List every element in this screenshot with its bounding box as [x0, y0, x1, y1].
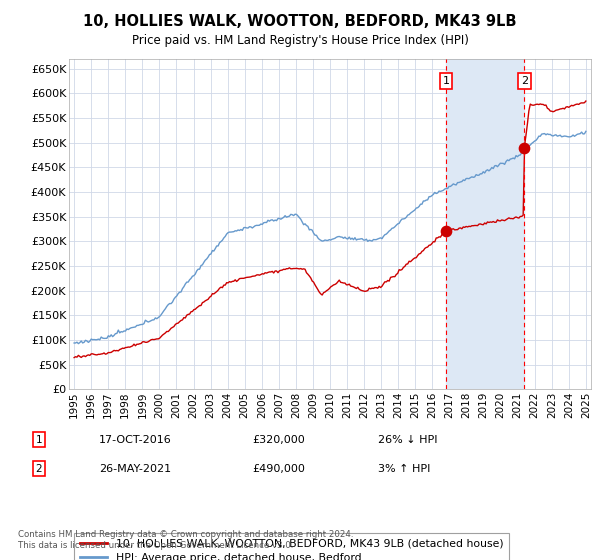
Bar [446, 59, 524, 389]
Text: 1: 1 [35, 435, 43, 445]
Text: 1: 1 [443, 76, 449, 86]
Text: 17-OCT-2016: 17-OCT-2016 [99, 435, 172, 445]
Legend: 10, HOLLIES WALK, WOOTTON, BEDFORD, MK43 9LB (detached house), HPI: Average pric: 10, HOLLIES WALK, WOOTTON, BEDFORD, MK43… [74, 533, 509, 560]
Text: Contains HM Land Registry data © Crown copyright and database right 2024.: Contains HM Land Registry data © Crown c… [18, 530, 353, 539]
Point [520, 143, 529, 152]
Text: 2: 2 [521, 76, 528, 86]
Text: 10, HOLLIES WALK, WOOTTON, BEDFORD, MK43 9LB: 10, HOLLIES WALK, WOOTTON, BEDFORD, MK43… [83, 14, 517, 29]
Text: 26-MAY-2021: 26-MAY-2021 [99, 464, 171, 474]
Text: 26% ↓ HPI: 26% ↓ HPI [378, 435, 437, 445]
Text: £490,000: £490,000 [252, 464, 305, 474]
Point [441, 227, 451, 236]
Text: 3% ↑ HPI: 3% ↑ HPI [378, 464, 430, 474]
Text: 2: 2 [35, 464, 43, 474]
Text: £320,000: £320,000 [252, 435, 305, 445]
Text: This data is licensed under the Open Government Licence v3.0.: This data is licensed under the Open Gov… [18, 541, 293, 550]
Text: Price paid vs. HM Land Registry's House Price Index (HPI): Price paid vs. HM Land Registry's House … [131, 34, 469, 46]
